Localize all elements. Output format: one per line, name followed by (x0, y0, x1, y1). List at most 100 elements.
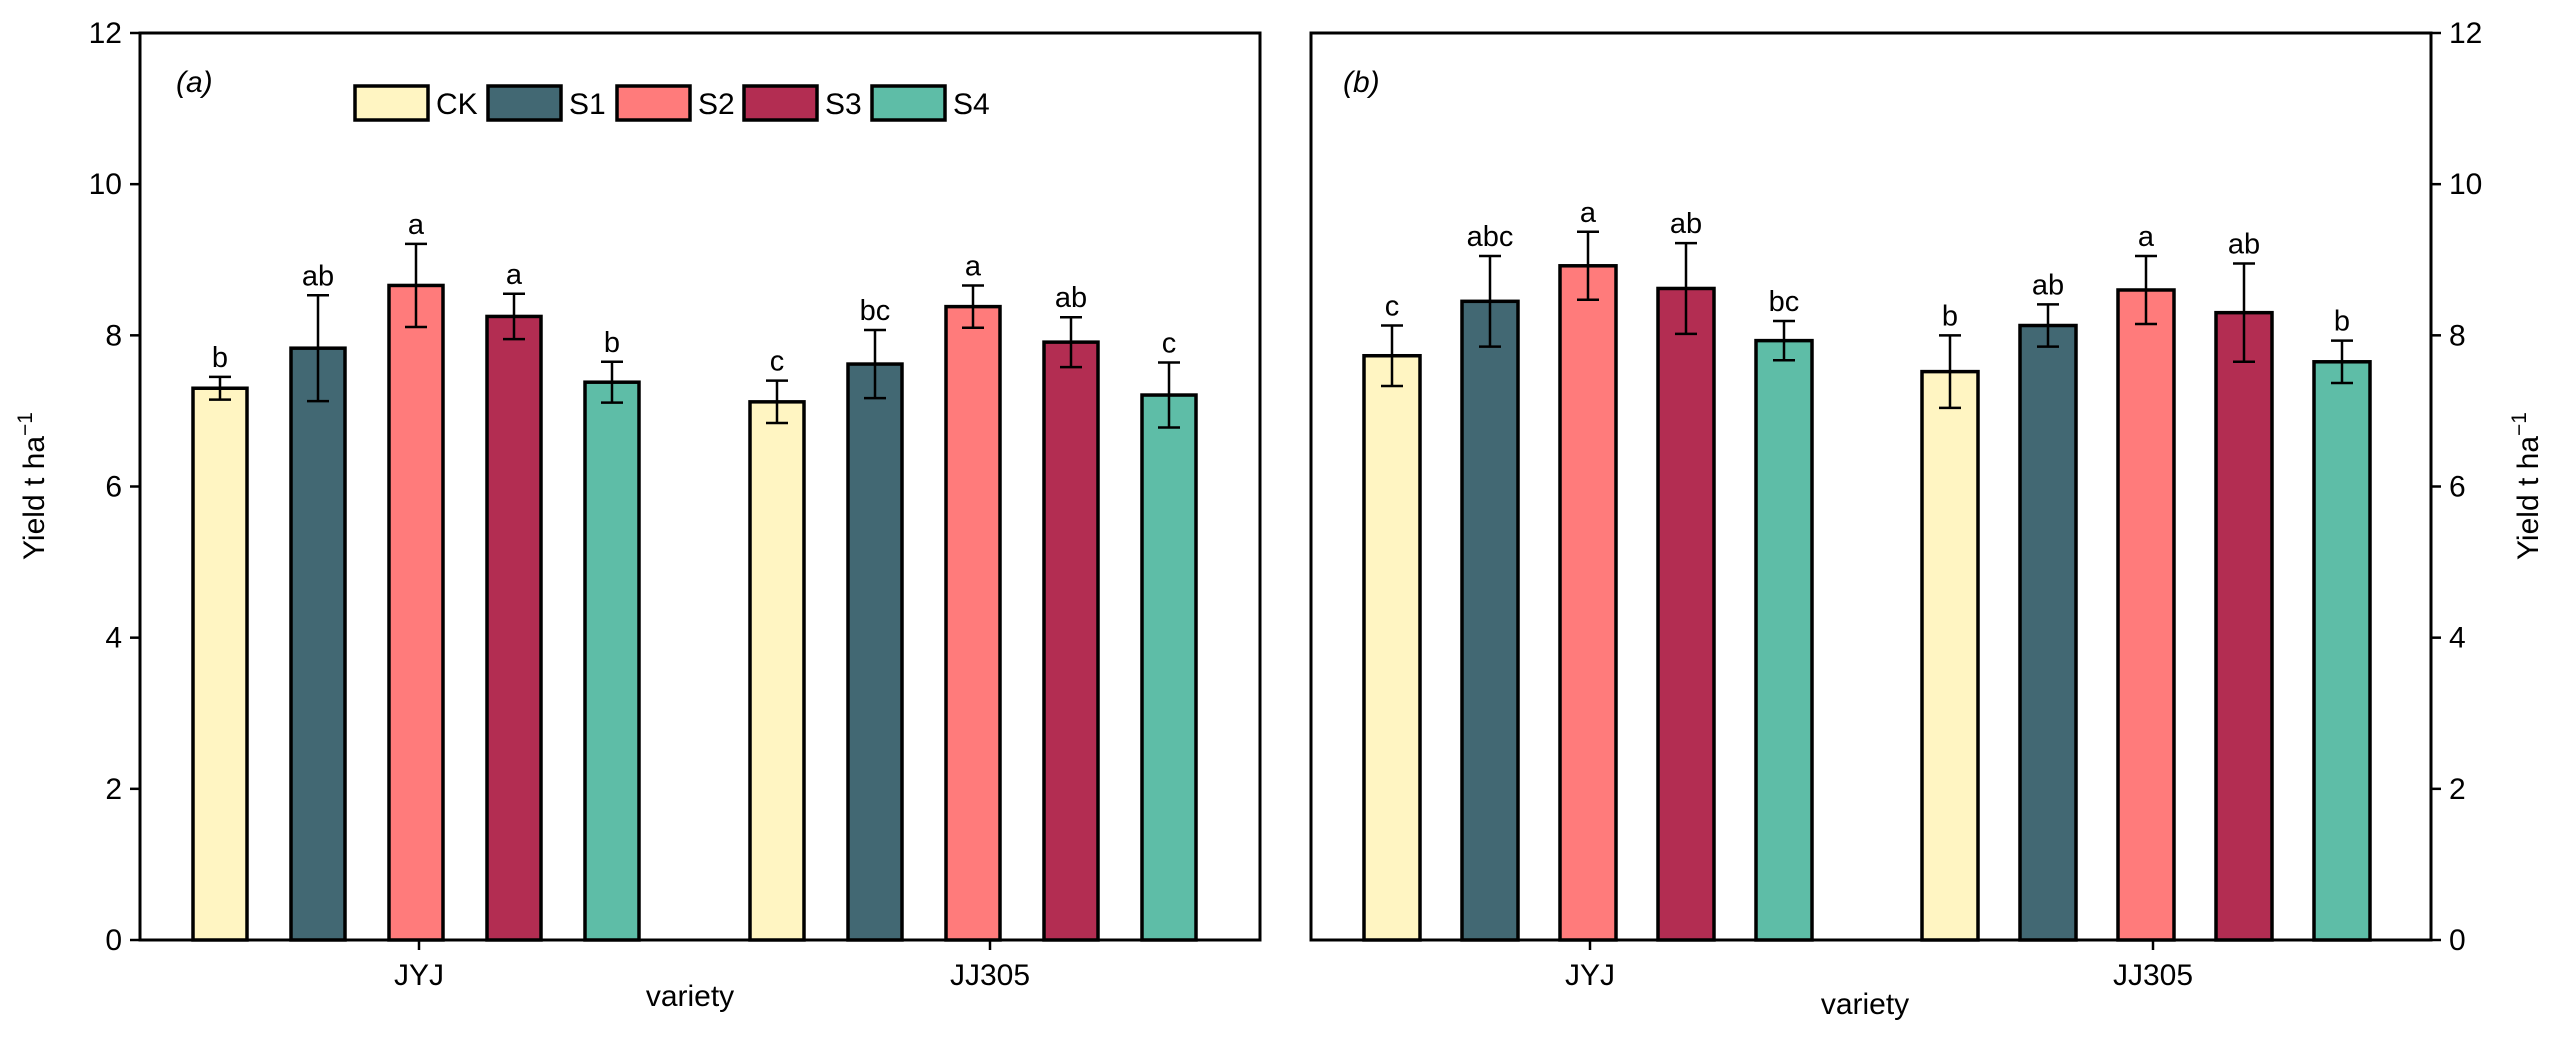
sig-label-b-ck-jyj: c (1385, 291, 1400, 323)
bar-b-s4-jj305 (2312, 360, 2372, 942)
panel-b-y-axis-title: Yield t ha−1 (2508, 412, 2545, 560)
sig-label-a-s2-jj305: a (965, 250, 982, 282)
panel-a-ytick-label: 10 (89, 168, 122, 201)
error-bar-b-s1-jj305 (2037, 303, 2059, 348)
bar-a-ck-jj305 (748, 400, 806, 942)
legend-item-ck: CK (353, 84, 478, 122)
panel-a-category-label-jj305: JJ305 (950, 959, 1030, 992)
error-bar-b-s3-jyj (1675, 241, 1697, 336)
sig-label-b-s3-jj305: ab (2228, 229, 2260, 261)
bar-a-s1-jj305 (846, 362, 904, 942)
legend-item-s2: S2 (615, 84, 735, 122)
sig-label-b-s2-jyj: a (1580, 197, 1597, 229)
panel-b-x-axis-title: variety (1821, 988, 1909, 1021)
sig-label-b-s1-jj305: ab (2032, 269, 2064, 301)
bar-a-ck-jyj (191, 386, 249, 942)
sig-label-b-s4-jj305: b (2334, 306, 2350, 338)
panel-b-y-axis-title-text: Yield t ha (2512, 436, 2545, 560)
panel-b-label: (b) (1343, 66, 1380, 99)
sig-label-a-s1-jyj: ab (302, 260, 334, 292)
sig-label-a-ck-jj305: c (770, 346, 785, 378)
sig-label-a-s1-jj305: bc (860, 295, 891, 327)
panel-a-ytick-label: 12 (89, 17, 122, 50)
legend-item-s1: S1 (486, 84, 606, 122)
legend-label-s4: S4 (953, 88, 990, 121)
sig-label-b-s3-jyj: ab (1670, 208, 1702, 240)
error-bar-a-s3-jyj (503, 292, 525, 341)
panel-a-x-axis-title: variety (646, 980, 734, 1013)
error-bar-b-s3-jj305 (2233, 262, 2255, 364)
error-bar-b-ck-jyj (1381, 324, 1403, 388)
panel-b-y-axis-title-sup: −1 (2508, 412, 2531, 436)
legend-swatch-s2 (615, 84, 692, 122)
bar-a-s4-jj305 (1140, 393, 1198, 942)
bar-b-s3-jj305 (2214, 310, 2274, 942)
bar-b-ck-jyj (1362, 353, 1422, 942)
panel-b-ytick-label: 6 (2449, 471, 2466, 504)
panel-b-category-label-jyj: JYJ (1565, 959, 1615, 992)
error-bar-a-s4-jj305 (1158, 361, 1180, 429)
legend-swatch-ck (353, 84, 430, 122)
bar-b-s4-jyj (1754, 338, 1814, 942)
panel-b-ytick-label: 12 (2449, 17, 2482, 50)
sig-label-a-s3-jj305: ab (1055, 282, 1087, 314)
sig-label-b-ck-jj305: b (1942, 300, 1958, 332)
panel-a-category-label-jyj: JYJ (394, 959, 444, 992)
panel-a-y-axis-title: Yield t ha−1 (14, 412, 51, 560)
panel-a-ytick-label: 6 (105, 471, 122, 504)
bar-b-s2-jj305 (2116, 288, 2176, 942)
error-bar-b-s4-jyj (1773, 319, 1795, 362)
error-bar-b-s1-jyj (1479, 254, 1501, 348)
sig-label-b-s2-jj305: a (2138, 221, 2155, 253)
error-bar-a-s2-jyj (405, 242, 427, 329)
sig-label-a-s2-jyj: a (408, 209, 425, 241)
bar-b-ck-jj305 (1920, 369, 1980, 942)
bar-b-s3-jyj (1656, 286, 1716, 942)
legend-swatch-s4 (870, 84, 947, 122)
legend-label-ck: CK (436, 88, 478, 121)
sig-label-a-s3-jyj: a (506, 259, 523, 291)
sig-label-b-s1-jyj: abc (1467, 221, 1514, 253)
error-bar-a-s4-jyj (601, 360, 623, 404)
panel-a-y-ticks: 0 2 4 6 8 10 12 (89, 17, 140, 957)
legend-label-s1: S1 (569, 88, 606, 121)
legend-item-s4: S4 (870, 84, 990, 122)
sig-label-b-s4-jyj: bc (1769, 286, 1800, 318)
panel-b-ytick-label: 8 (2449, 319, 2466, 352)
sig-label-a-ck-jyj: b (212, 342, 228, 374)
bar-a-s4-jyj (583, 380, 641, 942)
panel-b-bars: c abc a ab bc b ab a ab b (1362, 197, 2372, 942)
panel-b-ytick-label: 4 (2449, 622, 2466, 655)
panel-b-ytick-label: 10 (2449, 168, 2482, 201)
panel-a-label: (a) (176, 66, 213, 99)
panel-a-ytick-label: 0 (105, 924, 122, 957)
error-bar-a-ck-jj305 (766, 379, 788, 425)
panel-a-ytick-label: 2 (105, 773, 122, 806)
panel-b-ytick-label: 2 (2449, 773, 2466, 806)
panel-a-y-axis-title-text: Yield t ha (18, 436, 51, 560)
legend: CK S1 S2 S3 S4 (353, 84, 990, 122)
panel-a-ytick-label: 8 (105, 319, 122, 352)
error-bar-a-s1-jyj (307, 294, 329, 403)
error-bar-a-s1-jj305 (864, 328, 886, 400)
bar-a-s1-jyj (289, 346, 347, 942)
error-bar-a-s3-jj305 (1060, 315, 1082, 369)
bar-b-s2-jyj (1558, 264, 1618, 942)
panel-a-x-ticks: JYJ JJ305 (394, 940, 1030, 992)
bar-a-s3-jyj (485, 314, 543, 942)
bar-b-s1-jyj (1460, 299, 1520, 942)
error-bar-b-ck-jj305 (1939, 334, 1961, 410)
panel-b-y-ticks: 0 2 4 6 8 10 12 (2431, 17, 2482, 957)
error-bar-a-s2-jj305 (962, 284, 984, 330)
panel-b-category-label-jj305: JJ305 (2113, 959, 2193, 992)
bar-a-s2-jyj (387, 283, 445, 942)
sig-label-a-s4-jyj: b (604, 327, 620, 359)
legend-label-s2: S2 (698, 88, 735, 121)
svg-text:Yield t ha−1: Yield t ha−1 (2508, 412, 2545, 560)
panel-b-x-ticks: JYJ JJ305 (1565, 940, 2193, 992)
panel-a-y-axis-title-sup: −1 (14, 412, 37, 436)
error-bar-b-s2-jyj (1577, 230, 1599, 302)
